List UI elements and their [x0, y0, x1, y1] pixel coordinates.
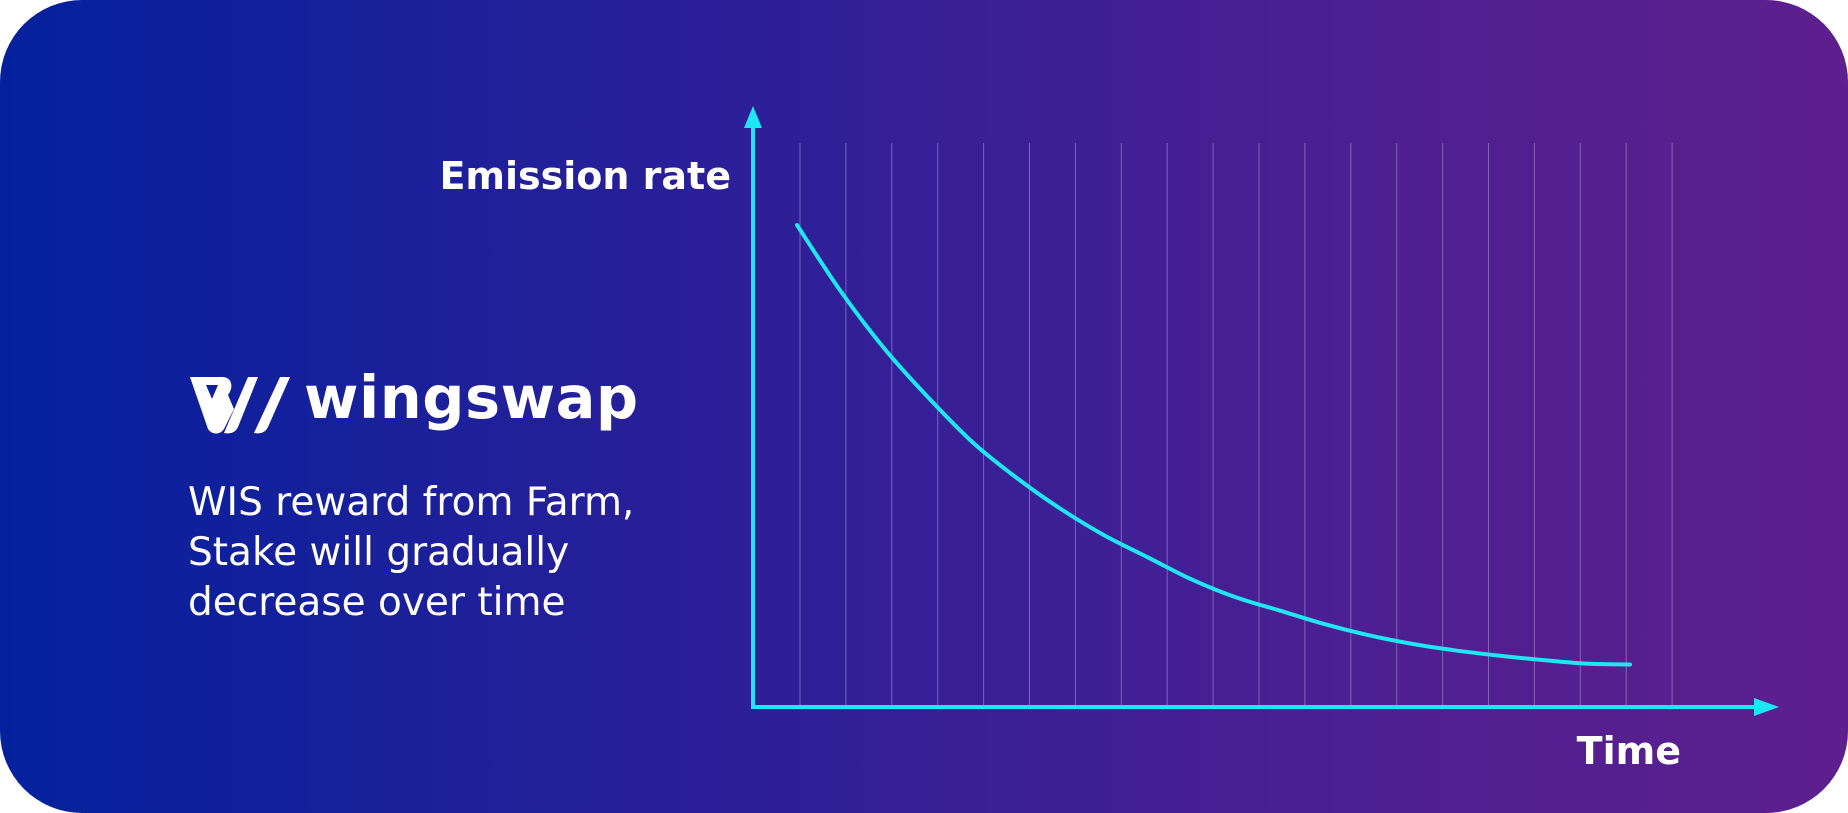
data-point [839, 289, 843, 293]
data-point [1277, 608, 1281, 612]
data-point [1409, 642, 1413, 646]
data-point [1453, 648, 1457, 652]
wingswap-logo-mark-icon [190, 377, 290, 434]
y-axis-title: Emission rate [439, 154, 731, 198]
data-point [1497, 654, 1501, 658]
data-point [1540, 658, 1544, 662]
tagline-line-2: Stake will gradually [188, 530, 570, 575]
tagline: WIS reward from Farm, Stake will gradual… [188, 478, 668, 628]
y-axis-arrowhead-icon [744, 106, 762, 128]
x-axis-arrowhead-icon [1754, 698, 1779, 716]
chart-grid [799, 143, 1673, 707]
data-point [927, 396, 931, 400]
series-line [795, 223, 1632, 667]
data-point [1014, 476, 1018, 480]
data-point [883, 347, 887, 351]
data-point [1233, 595, 1237, 599]
data-point [970, 440, 974, 444]
data-point [1321, 622, 1325, 626]
tagline-line-1: WIS reward from Farm, [188, 480, 635, 525]
data-point [1102, 533, 1106, 537]
data-point [1190, 577, 1194, 581]
data-point [1628, 663, 1632, 667]
x-axis-title: Time [1577, 729, 1681, 773]
data-point [1584, 662, 1588, 666]
data-point [1365, 633, 1369, 637]
data-point [1146, 555, 1150, 559]
data-point [795, 223, 799, 227]
brand-name: wingswap [304, 363, 639, 432]
wingswap-logo: wingswap [188, 363, 638, 438]
tagline-line-3: decrease over time [188, 580, 566, 625]
data-point [1058, 507, 1062, 511]
